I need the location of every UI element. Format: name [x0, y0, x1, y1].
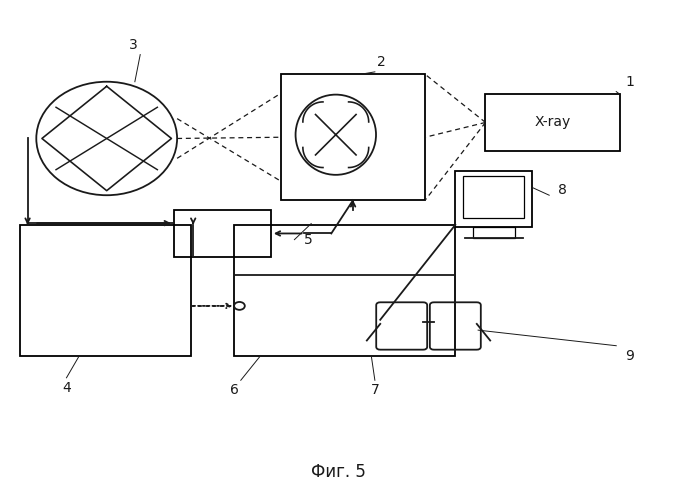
Bar [463, 177, 525, 219]
Bar [485, 94, 620, 151]
Text: 6: 6 [230, 383, 239, 397]
Text: 9: 9 [625, 349, 634, 363]
Text: 4: 4 [62, 381, 71, 395]
Bar [234, 225, 456, 356]
Bar [456, 171, 533, 228]
Bar [473, 228, 515, 238]
Text: 5: 5 [304, 233, 312, 247]
Text: Фиг. 5: Фиг. 5 [310, 463, 366, 481]
Bar [20, 225, 191, 356]
Bar [174, 210, 271, 257]
Text: 8: 8 [558, 183, 567, 197]
Text: 3: 3 [129, 38, 138, 52]
Bar [281, 74, 425, 200]
Text: 7: 7 [370, 383, 379, 397]
Text: 2: 2 [377, 55, 386, 69]
Text: X-ray: X-ray [535, 115, 571, 129]
Text: 1: 1 [625, 75, 634, 89]
